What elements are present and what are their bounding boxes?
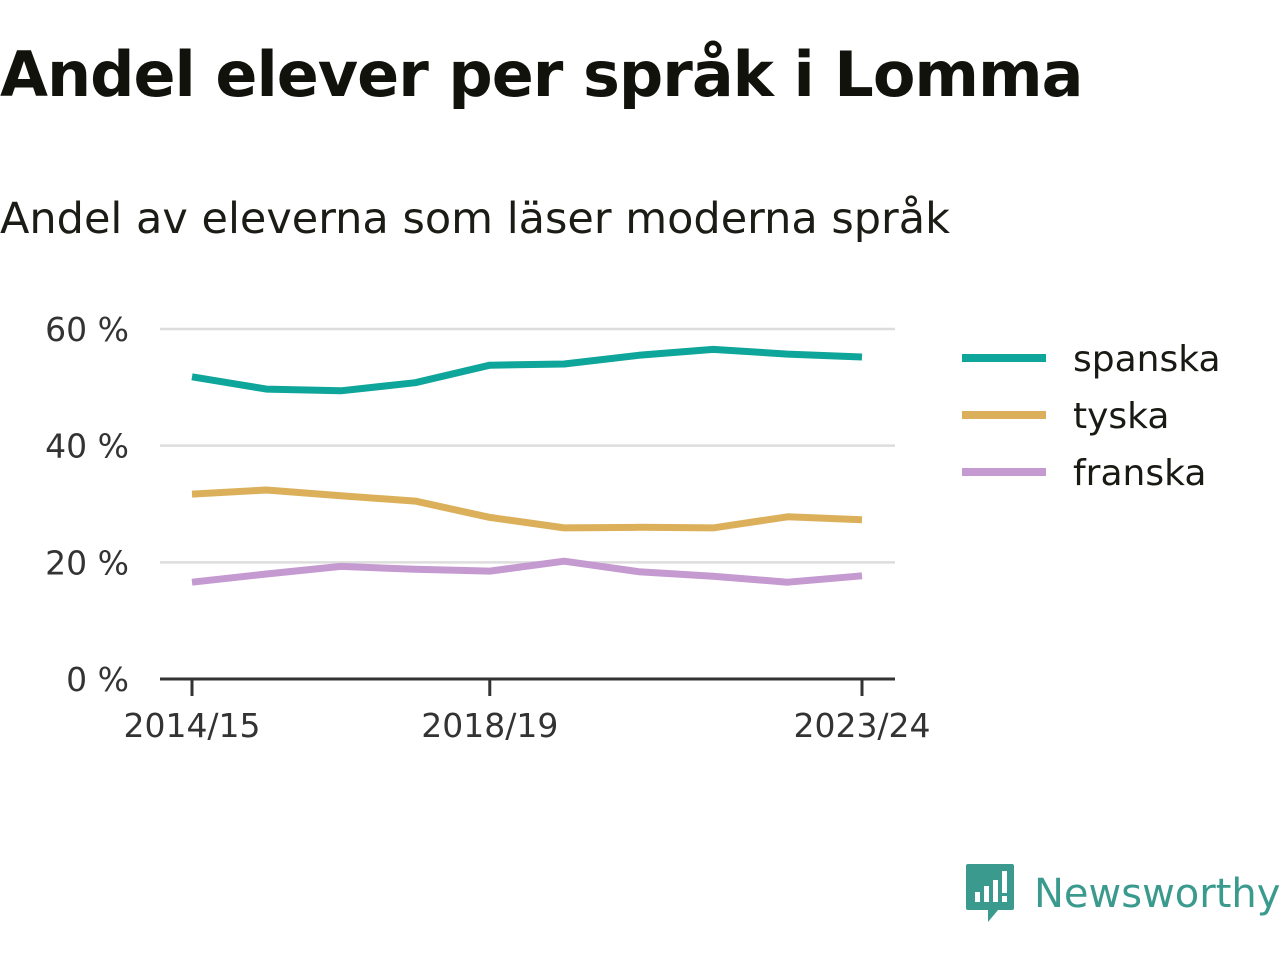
x-tick-label: 2014/15 xyxy=(123,706,260,745)
chart-subtitle: Andel av eleverna som läser moderna språ… xyxy=(0,194,950,244)
chart-title: Andel elever per språk i Lomma xyxy=(0,38,1083,111)
legend-label-spanska: spanska xyxy=(1073,339,1221,380)
x-tick-label: 2023/24 xyxy=(793,706,930,745)
y-tick-label: 40 % xyxy=(45,427,129,466)
series-line-spanska xyxy=(191,345,863,395)
series-line-franska xyxy=(191,557,863,586)
legend: spanska tyska franska xyxy=(962,339,1221,494)
y-tick-label: 0 % xyxy=(66,660,129,699)
y-tick-label: 20 % xyxy=(45,543,129,582)
brand-name: Newsworthy xyxy=(1034,871,1280,917)
legend-label-tyska: tyska xyxy=(1073,396,1169,437)
y-tick-label: 60 % xyxy=(45,310,129,349)
series-line-tyska xyxy=(191,486,863,532)
x-tick-label: 2018/19 xyxy=(421,706,558,745)
gridlines: 0 % 20 % 40 % 60 % xyxy=(45,310,895,699)
x-axis: 2014/15 2018/19 2023/24 xyxy=(123,677,931,745)
legend-label-franska: franska xyxy=(1073,453,1206,494)
newsworthy-logo-icon xyxy=(966,864,1014,922)
series-lines xyxy=(191,345,863,586)
brand: Newsworthy xyxy=(964,862,1280,926)
